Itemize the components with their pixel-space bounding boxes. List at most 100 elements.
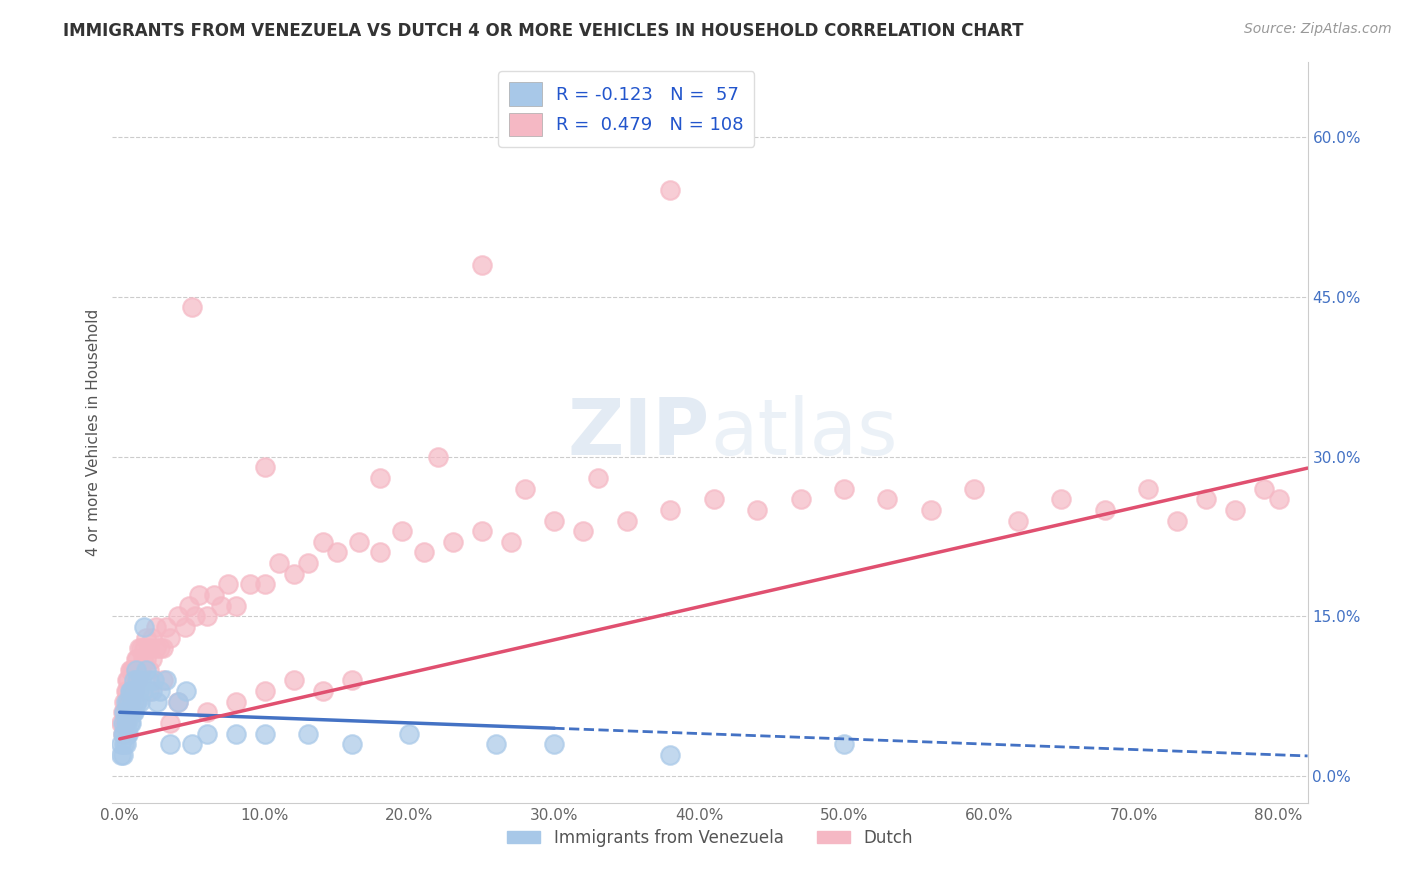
Text: atlas: atlas <box>710 394 897 471</box>
Point <box>131 673 153 688</box>
Point <box>129 695 152 709</box>
Point <box>122 673 145 688</box>
Point <box>217 577 239 591</box>
Point <box>149 684 172 698</box>
Point <box>141 652 163 666</box>
Point <box>134 620 156 634</box>
Point <box>135 652 157 666</box>
Text: IMMIGRANTS FROM VENEZUELA VS DUTCH 4 OR MORE VEHICLES IN HOUSEHOLD CORRELATION C: IMMIGRANTS FROM VENEZUELA VS DUTCH 4 OR … <box>63 22 1024 40</box>
Point <box>121 705 143 719</box>
Point <box>1267 492 1289 507</box>
Point <box>326 545 349 559</box>
Point <box>1050 492 1073 507</box>
Point <box>118 663 141 677</box>
Point <box>152 641 174 656</box>
Point <box>127 673 149 688</box>
Point <box>117 726 139 740</box>
Point <box>120 715 142 730</box>
Point <box>127 695 149 709</box>
Point <box>225 695 247 709</box>
Point <box>117 695 139 709</box>
Point <box>111 715 134 730</box>
Point <box>118 715 141 730</box>
Point <box>1166 514 1188 528</box>
Point <box>110 715 132 730</box>
Point <box>112 726 135 740</box>
Point <box>114 695 136 709</box>
Point <box>132 652 155 666</box>
Point <box>115 726 138 740</box>
Point <box>297 556 319 570</box>
Point <box>311 534 333 549</box>
Point <box>124 652 146 666</box>
Point <box>131 641 153 656</box>
Point <box>297 726 319 740</box>
Point <box>115 715 138 730</box>
Point <box>152 673 174 688</box>
Point <box>616 514 638 528</box>
Point <box>1195 492 1218 507</box>
Point <box>963 482 986 496</box>
Point <box>127 652 149 666</box>
Point <box>572 524 595 538</box>
Point <box>118 705 141 719</box>
Point <box>141 631 163 645</box>
Point <box>132 684 155 698</box>
Legend: Immigrants from Venezuela, Dutch: Immigrants from Venezuela, Dutch <box>501 822 920 854</box>
Point <box>138 673 160 688</box>
Point <box>120 663 142 677</box>
Point <box>138 663 160 677</box>
Point <box>145 620 167 634</box>
Point <box>115 684 138 698</box>
Point <box>112 715 135 730</box>
Point <box>515 482 537 496</box>
Point <box>115 673 138 688</box>
Point <box>1253 482 1275 496</box>
Point <box>145 641 167 656</box>
Point <box>195 705 218 719</box>
Point <box>120 695 142 709</box>
Point <box>166 609 188 624</box>
Text: ZIP: ZIP <box>568 394 710 471</box>
Point <box>267 556 290 570</box>
Point <box>441 534 464 549</box>
Point <box>110 737 132 751</box>
Point <box>134 641 156 656</box>
Point <box>114 715 136 730</box>
Point <box>225 599 247 613</box>
Point <box>427 450 450 464</box>
Point <box>340 737 363 751</box>
Point <box>117 695 139 709</box>
Point <box>111 747 134 762</box>
Point <box>166 695 188 709</box>
Point <box>471 524 494 538</box>
Point <box>138 684 160 698</box>
Point <box>195 726 218 740</box>
Point <box>499 534 522 549</box>
Point <box>789 492 811 507</box>
Point <box>117 705 139 719</box>
Point <box>118 695 141 709</box>
Point <box>124 695 146 709</box>
Point <box>370 545 392 559</box>
Point <box>832 737 855 751</box>
Point <box>283 673 305 688</box>
Point <box>311 684 333 698</box>
Point <box>1007 514 1029 528</box>
Point <box>195 609 218 624</box>
Point <box>543 737 565 751</box>
Point <box>155 620 177 634</box>
Point <box>188 588 211 602</box>
Point <box>1137 482 1160 496</box>
Point <box>159 715 181 730</box>
Point <box>832 482 855 496</box>
Point <box>122 684 145 698</box>
Point <box>239 577 262 591</box>
Point <box>340 673 363 688</box>
Point <box>209 599 232 613</box>
Point <box>131 663 153 677</box>
Point <box>128 641 150 656</box>
Point <box>114 705 136 719</box>
Point <box>283 566 305 581</box>
Point <box>120 705 142 719</box>
